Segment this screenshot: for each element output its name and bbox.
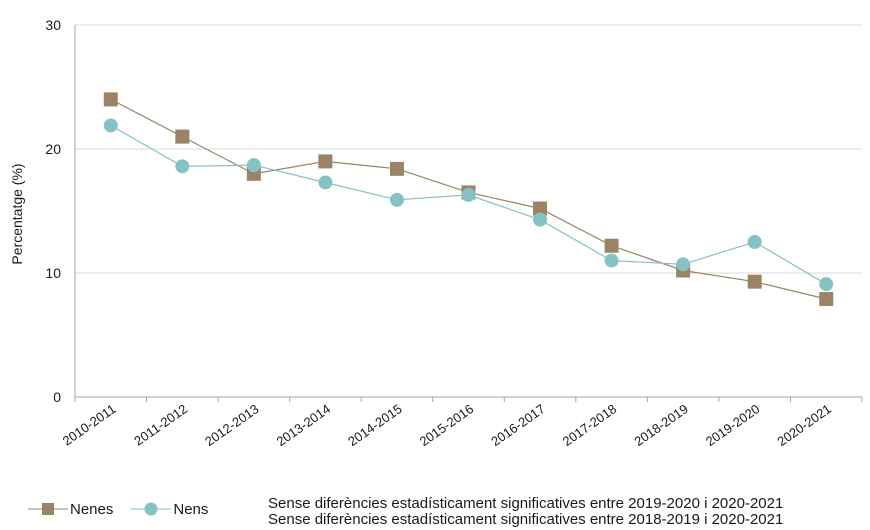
- data-point-circle: [604, 253, 619, 268]
- x-tick-label: 2018-2019: [631, 401, 691, 449]
- data-point-circle: [389, 192, 404, 207]
- data-point-square: [389, 161, 404, 176]
- x-tick-label: 2015-2016: [417, 401, 477, 449]
- x-tick-label: 2020-2021: [774, 401, 834, 449]
- legend-label-nens: Nens: [173, 500, 209, 518]
- data-point-square: [318, 154, 333, 169]
- x-tick-label: 2011-2012: [131, 401, 190, 448]
- axes: 0 10 20 30 2010-2011 2011-2012 2012-2013 2013-2…: [45, 17, 863, 449]
- x-tick-label: 2019-2020: [703, 401, 763, 449]
- x-tick-label: 2010-2011: [60, 401, 119, 448]
- legend-circle-icon: [131, 502, 172, 516]
- y-tick-label: 10: [45, 265, 61, 281]
- data-point-square: [533, 201, 548, 216]
- x-tick-label: 2013-2014: [274, 401, 334, 449]
- series-nens: [103, 118, 834, 292]
- data-point-square: [103, 92, 118, 107]
- data-point-circle: [747, 235, 762, 249]
- data-point-circle: [461, 187, 476, 202]
- y-tick-label: 30: [45, 17, 61, 33]
- y-tick-label: 0: [53, 389, 61, 405]
- chart-notes: Sense diferències estadísticament signif…: [268, 496, 870, 528]
- x-tick-label: 2014-2015: [345, 401, 405, 449]
- x-tick-label: 2016-2017: [488, 401, 548, 449]
- data-point-circle: [246, 158, 261, 173]
- gridlines: [75, 24, 862, 274]
- note-line: Sense diferències estadísticament signif…: [268, 511, 784, 528]
- data-point-square: [819, 292, 834, 307]
- legend-label-nenes: Nenes: [70, 500, 114, 518]
- data-point-square: [747, 274, 762, 289]
- x-tick-label: 2012-2013: [202, 401, 262, 449]
- legend: Nenes Nens: [28, 498, 226, 520]
- legend-item-nenes: Nenes: [28, 501, 113, 518]
- y-tick-label: 20: [45, 141, 61, 157]
- data-point-square: [175, 129, 190, 144]
- data-point-circle: [175, 159, 190, 174]
- series: [103, 92, 834, 307]
- line-chart: 0 10 20 30 2010-2011 2011-2012 2012-2013 2013-2…: [9, 17, 863, 449]
- x-tick-label: 2017-2018: [560, 401, 620, 449]
- data-point-circle: [318, 175, 333, 190]
- data-point-circle: [819, 277, 834, 292]
- legend-square-icon: [28, 503, 68, 515]
- note-line: Sense diferències estadísticament signif…: [268, 496, 784, 512]
- legend-item-nens: Nens: [131, 501, 208, 518]
- data-point-square: [604, 238, 619, 253]
- y-axis-label: Percentatge (%): [9, 163, 25, 264]
- data-point-circle: [533, 212, 548, 227]
- data-point-circle: [103, 118, 118, 133]
- data-point-circle: [676, 257, 691, 272]
